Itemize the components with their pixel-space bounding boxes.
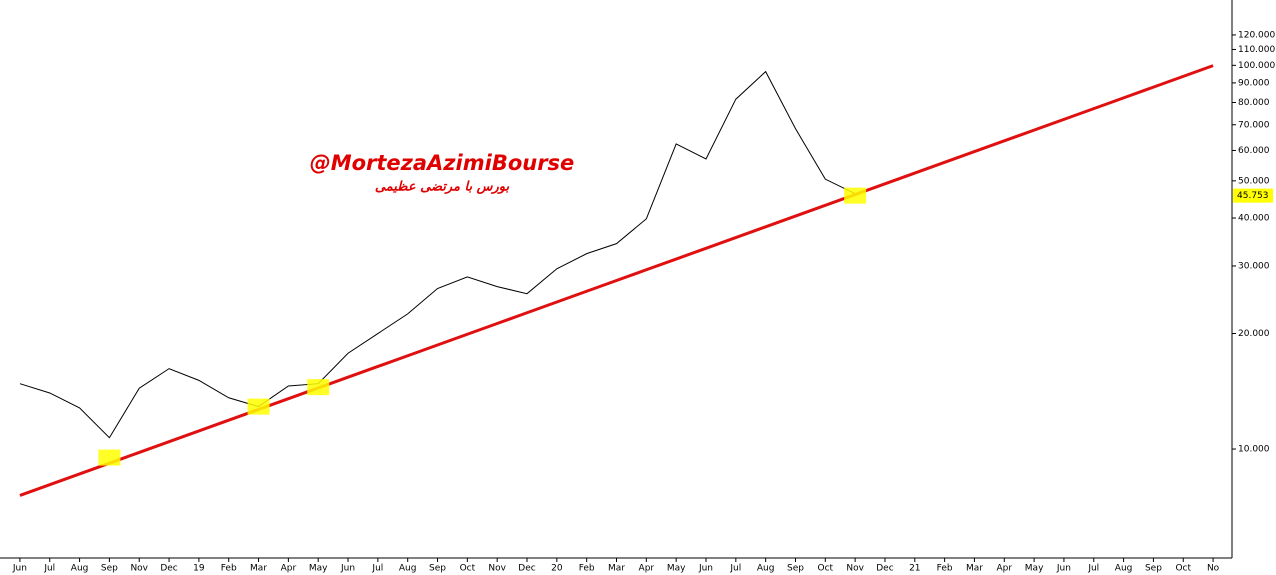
x-tick-label: 19 bbox=[193, 564, 205, 574]
x-tick-label: May bbox=[309, 564, 328, 574]
y-tick-label: 70.000 bbox=[1238, 120, 1270, 130]
x-tick-label: Mar bbox=[608, 564, 625, 574]
y-tick-label: 100.000 bbox=[1238, 61, 1275, 71]
y-tick-label: 30.000 bbox=[1238, 261, 1270, 271]
y-tick-label: 20.000 bbox=[1238, 329, 1270, 339]
y-tick-label: 120.000 bbox=[1238, 30, 1275, 40]
x-tick-label: Nov bbox=[488, 564, 506, 574]
x-tick-label: Jul bbox=[1087, 564, 1099, 574]
x-tick-label: Feb bbox=[221, 564, 237, 574]
highlight-box bbox=[98, 449, 121, 466]
x-tick-label: Feb bbox=[579, 564, 595, 574]
x-tick-label: Oct bbox=[818, 564, 834, 574]
x-tick-label: Mar bbox=[966, 564, 983, 574]
x-tick-label: Oct bbox=[1175, 564, 1191, 574]
highlight-box bbox=[307, 379, 330, 396]
y-tick-label: 10.000 bbox=[1238, 445, 1270, 455]
x-tick-label: Sep bbox=[787, 564, 804, 574]
x-tick-label: Aug bbox=[399, 564, 417, 574]
x-tick-label: 21 bbox=[909, 564, 920, 574]
y-tick-label: 110.000 bbox=[1238, 45, 1275, 55]
x-tick-label: Nov bbox=[130, 564, 148, 574]
x-tick-label: Aug bbox=[71, 564, 89, 574]
x-tick-label: May bbox=[1025, 564, 1044, 574]
x-tick-label: Jul bbox=[43, 564, 55, 574]
x-tick-label: May bbox=[667, 564, 686, 574]
x-tick-label: Jul bbox=[729, 564, 741, 574]
x-tick-label: Apr bbox=[281, 564, 297, 574]
watermark-fa: بورس با مرتضی عظیمی bbox=[375, 180, 510, 195]
y-tick-label: 80.000 bbox=[1238, 98, 1270, 108]
x-tick-label: Apr bbox=[996, 564, 1012, 574]
x-tick-label: Dec bbox=[160, 564, 177, 574]
x-tick-label: 20 bbox=[551, 564, 563, 574]
highlight-box bbox=[844, 187, 867, 204]
x-tick-label: Jun bbox=[698, 564, 713, 574]
last-value-label: 45.753 bbox=[1237, 191, 1269, 201]
highlight-box bbox=[247, 398, 270, 415]
y-tick-label: 40.000 bbox=[1238, 214, 1270, 224]
x-tick-label: Dec bbox=[518, 564, 535, 574]
x-tick-label: Sep bbox=[1145, 564, 1162, 574]
x-tick-label: Jun bbox=[1056, 564, 1071, 574]
y-tick-label: 60.000 bbox=[1238, 146, 1270, 156]
price-line bbox=[19, 70, 856, 439]
x-tick-label: No bbox=[1207, 564, 1220, 574]
x-tick-label: Oct bbox=[460, 564, 476, 574]
last-value-box bbox=[1233, 188, 1273, 203]
watermark: @MortezaAzimiBourse bbox=[310, 151, 575, 175]
trend-line bbox=[19, 64, 1214, 497]
x-tick-label: Sep bbox=[101, 564, 118, 574]
x-tick-label: Aug bbox=[1115, 564, 1133, 574]
y-tick-label: 50.000 bbox=[1238, 176, 1270, 186]
x-tick-label: Jun bbox=[12, 564, 27, 574]
x-tick-label: Mar bbox=[250, 564, 267, 574]
x-tick-label: Apr bbox=[639, 564, 655, 574]
x-tick-label: Aug bbox=[757, 564, 775, 574]
x-tick-label: Dec bbox=[876, 564, 893, 574]
x-tick-label: Sep bbox=[429, 564, 446, 574]
x-tick-label: Feb bbox=[937, 564, 953, 574]
x-tick-label: Jun bbox=[340, 564, 355, 574]
x-tick-label: Nov bbox=[846, 564, 864, 574]
x-tick-label: Jul bbox=[371, 564, 383, 574]
y-tick-label: 90.000 bbox=[1238, 78, 1270, 88]
